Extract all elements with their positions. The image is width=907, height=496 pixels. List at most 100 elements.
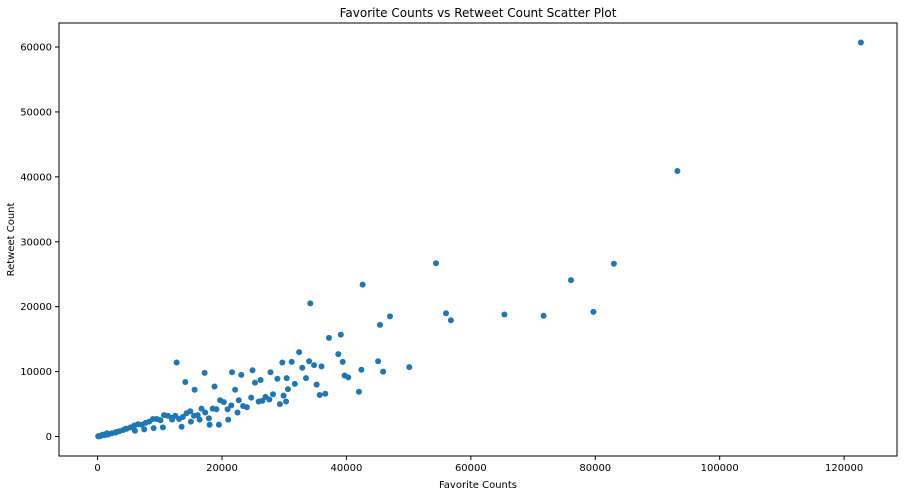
scatter-point (387, 313, 393, 320)
scatter-point (326, 334, 332, 341)
x-tick-label: 60000 (455, 463, 487, 474)
scatter-point (249, 367, 256, 374)
data-points (95, 39, 864, 440)
plot-frame (58, 22, 898, 457)
scatter-point (252, 379, 258, 386)
scatter-point (187, 418, 194, 425)
scatter-point (178, 423, 185, 430)
scatter-point (234, 409, 241, 416)
chart-title: Favorite Counts vs Retweet Count Scatter… (340, 6, 617, 20)
scatter-point (225, 416, 232, 423)
scatter-point (339, 358, 346, 365)
x-axis: 0 20000 40000 60000 80000 100000 120000 (94, 456, 863, 474)
scatter-point (590, 308, 597, 315)
scatter-point (359, 281, 366, 288)
scatter-point (283, 398, 290, 405)
scatter-point (288, 358, 295, 365)
y-axis: 0 10000 20000 30000 40000 50000 60000 (20, 43, 59, 443)
scatter-point (173, 359, 180, 366)
scatter-point (205, 415, 212, 422)
scatter-point (191, 386, 198, 393)
scatter-point (169, 416, 176, 423)
y-tick-label: 40000 (20, 172, 52, 183)
scatter-point (183, 410, 190, 417)
scatter-point (358, 366, 365, 373)
scatter-point (355, 388, 362, 395)
scatter-point (229, 369, 235, 376)
scatter-point (610, 260, 617, 267)
scatter-point (274, 375, 281, 382)
scatter-point (443, 310, 449, 317)
scatter-point (540, 312, 547, 319)
scatter-point (255, 398, 262, 405)
scatter-point (122, 425, 129, 432)
x-tick-label: 120000 (825, 463, 863, 474)
scatter-point (283, 375, 290, 382)
scatter-point (202, 409, 209, 416)
scatter-point (270, 391, 276, 398)
scatter-point (501, 311, 508, 318)
scatter-point (232, 386, 239, 393)
scatter-point (267, 369, 274, 376)
scatter-point (377, 321, 383, 328)
scatter-point (113, 429, 120, 435)
y-tick-label: 60000 (20, 43, 52, 54)
scatter-point (257, 377, 264, 383)
scatter-point (206, 421, 213, 428)
scatter-point (150, 425, 157, 432)
x-axis-label: Favorite Counts (439, 480, 517, 491)
scatter-point (306, 358, 313, 365)
scatter-point (375, 358, 382, 365)
scatter-point (674, 168, 681, 174)
scatter-point (224, 406, 231, 413)
scatter-point (211, 383, 218, 390)
y-tick-label: 0 (46, 432, 52, 443)
scatter-point (568, 277, 574, 284)
scatter-point (235, 397, 242, 404)
scatter-point (182, 379, 189, 385)
scatter-point (248, 394, 255, 401)
scatter-point (279, 359, 286, 366)
x-tick-label: 0 (94, 463, 100, 474)
scatter-point (380, 368, 387, 375)
scatter-point (141, 426, 148, 433)
scatter-point (217, 397, 224, 404)
scatter-point (191, 412, 197, 419)
x-tick-label: 40000 (331, 463, 363, 474)
scatter-point (337, 331, 344, 338)
scatter-point (201, 369, 208, 376)
scatter-point (322, 390, 329, 397)
scatter-point (198, 405, 205, 412)
scatter-point (280, 392, 287, 399)
scatter-point (95, 433, 102, 440)
scatter-point (284, 386, 291, 393)
scatter-point (159, 424, 166, 431)
scatter-point (276, 401, 283, 408)
scatter-point (311, 362, 318, 369)
scatter-point (335, 351, 342, 358)
y-tick-label: 50000 (20, 107, 52, 118)
scatter-point (196, 416, 203, 423)
scatter-point (215, 421, 222, 428)
y-tick-label: 10000 (20, 367, 52, 378)
scatter-point (433, 260, 439, 267)
scatter-point (857, 39, 864, 46)
scatter-point (238, 371, 245, 378)
scatter-point (447, 317, 454, 324)
scatter-point (296, 349, 303, 356)
scatter-point (316, 392, 323, 398)
scatter-point (318, 363, 325, 370)
scatter-point (307, 300, 314, 307)
y-tick-label: 20000 (20, 302, 52, 313)
x-tick-label: 100000 (701, 463, 739, 474)
x-tick-label: 20000 (206, 463, 238, 474)
scatter-point (299, 364, 306, 371)
y-tick-label: 30000 (20, 237, 52, 248)
scatter-point (209, 405, 216, 412)
scatter-point (291, 380, 298, 387)
scatter-point (406, 364, 413, 371)
scatter-point (303, 375, 309, 382)
scatter-point (240, 403, 247, 409)
scatter-point (341, 372, 348, 379)
